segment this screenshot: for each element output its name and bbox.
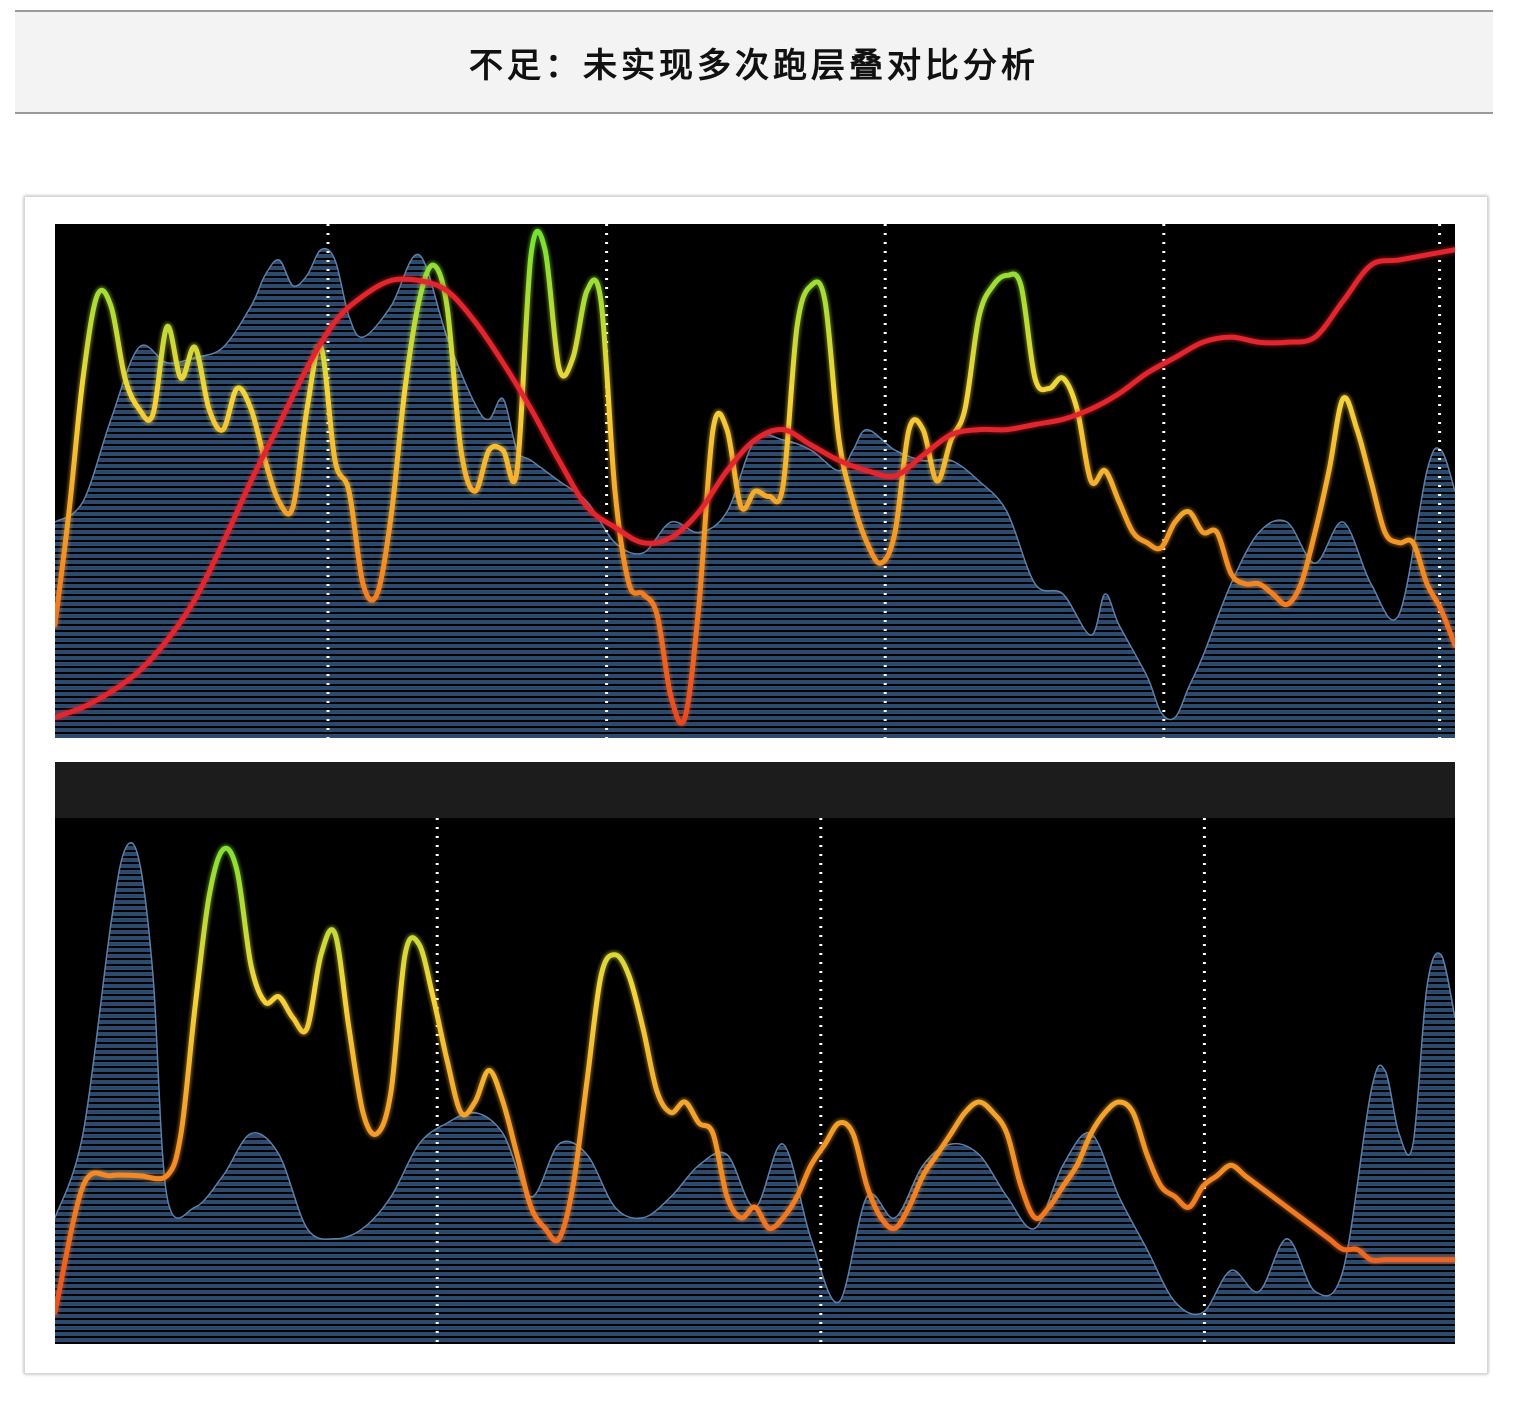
elevation-area-outline (55, 841, 1455, 1316)
plot-header-band (55, 762, 1455, 818)
pace-line (55, 228, 1455, 726)
elevation-area (55, 842, 1455, 1344)
bottom-run-chart (55, 762, 1455, 1344)
header-banner: 不足：未实现多次跑层叠对比分析 (15, 10, 1493, 114)
page-title: 不足：未实现多次跑层叠对比分析 (469, 45, 1039, 86)
elevation-area-outline (55, 247, 1455, 721)
pace-line (55, 845, 1455, 1315)
comparison-line (55, 247, 1455, 720)
top-run-chart (55, 224, 1455, 738)
